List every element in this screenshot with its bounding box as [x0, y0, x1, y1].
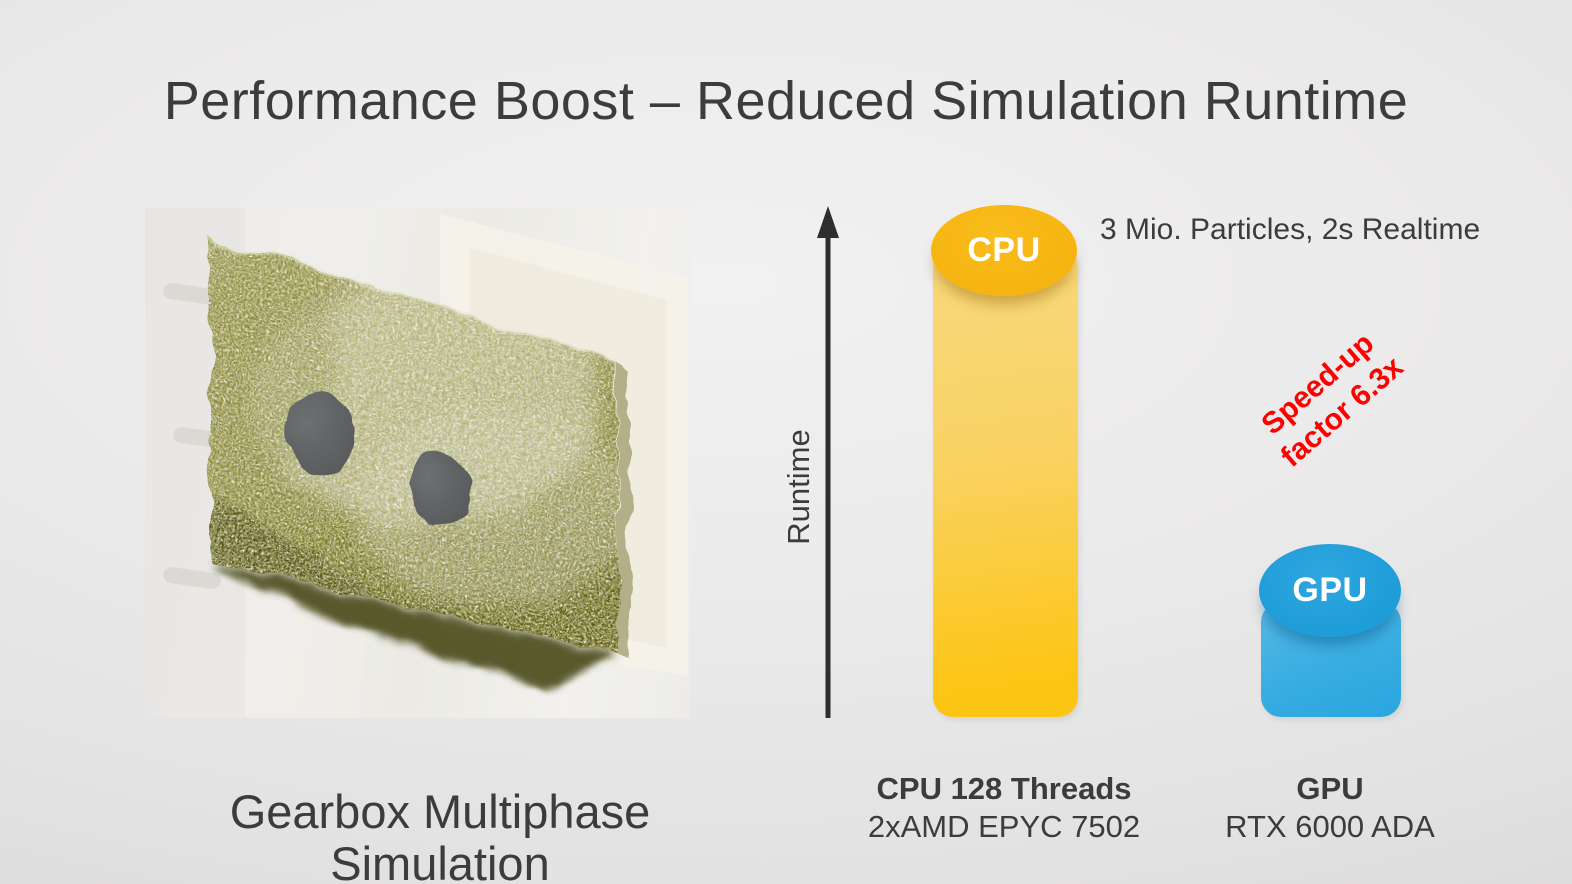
- gearbox-simulation-image: [145, 208, 690, 718]
- gear-shaft-holes: [286, 395, 474, 529]
- gpu-caption-bold: GPU: [1296, 771, 1364, 806]
- gpu-bar-label: GPU: [1292, 571, 1368, 609]
- gpu-caption-detail: RTX 6000 ADA: [1225, 809, 1435, 844]
- particles-annotation: 3 Mio. Particles, 2s Realtime: [1100, 213, 1481, 246]
- runtime-axis-label: Runtime: [781, 429, 816, 545]
- cpu-bar-caption: CPU 128 Threads 2xAMD EPYC 7502: [858, 770, 1150, 846]
- cpu-caption-bold: CPU 128 Threads: [876, 771, 1132, 806]
- slide-title: Performance Boost – Reduced Simulation R…: [163, 71, 1409, 131]
- cpu-bar-label: CPU: [967, 231, 1041, 269]
- gpu-bar-cap: GPU: [1259, 544, 1401, 637]
- speedup-annotation: Speed-up factor 6.3x: [1249, 321, 1411, 475]
- gearbox-render-art: [145, 208, 688, 718]
- gpu-bar-caption: GPU RTX 6000 ADA: [1184, 770, 1476, 846]
- cpu-runtime-bar: [933, 248, 1078, 717]
- image-caption: Gearbox Multiphase Simulation: [229, 785, 651, 884]
- cpu-bar-cap: CPU: [931, 205, 1077, 296]
- cpu-caption-detail: 2xAMD EPYC 7502: [867, 809, 1141, 844]
- runtime-axis-arrow-icon: [817, 206, 839, 718]
